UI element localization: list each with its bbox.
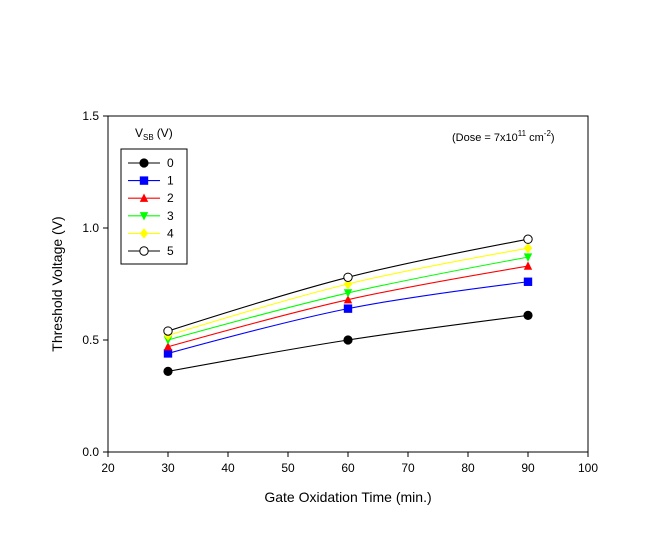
x-tick-label: 60 [341, 461, 355, 475]
dose-annotation-text3: ) [551, 132, 555, 144]
legend-label-3: 3 [167, 209, 174, 223]
y-tick-label: 1.5 [82, 109, 99, 123]
legend-marker-2 [139, 193, 149, 202]
legend-marker-4 [139, 228, 149, 239]
y-axis-label: Threshold Voltage (V) [49, 216, 65, 351]
legend-label-4: 4 [167, 226, 174, 240]
data-point-series-1 [523, 277, 533, 286]
dose-annotation-sup1: 11 [518, 129, 527, 138]
legend-marker-0 [139, 158, 149, 168]
legend-title: VSB (V) [135, 126, 173, 142]
data-point-series-3 [343, 289, 353, 298]
legend-label-5: 5 [167, 244, 174, 258]
data-point-series-0 [523, 310, 533, 320]
data-point-series-4 [523, 242, 533, 254]
legend-title-unit: (V) [157, 126, 173, 140]
data-point-series-1 [343, 304, 353, 313]
legend-box [120, 148, 188, 265]
x-tick-label: 40 [221, 461, 235, 475]
dose-annotation-text: (Dose = 7x10 [452, 132, 518, 144]
dose-annotation: (Dose = 7x1011 cm-2) [452, 129, 555, 144]
dose-annotation-text2: cm [526, 132, 544, 144]
data-point-series-0 [343, 335, 353, 345]
x-tick-label: 90 [521, 461, 535, 475]
dose-annotation-sup2: -2 [544, 129, 552, 138]
legend-marker-3 [139, 212, 149, 221]
data-point-series-0 [163, 366, 173, 376]
y-tick-label: 0.5 [82, 333, 99, 347]
y-axis-ticks: 0.0 0.5 1.0 1.5 [82, 109, 108, 459]
legend-label-2: 2 [167, 191, 174, 205]
legend: 0 1 2 3 4 5 [128, 156, 174, 258]
data-point-series-3 [523, 253, 533, 262]
data-point-series-5 [343, 272, 353, 282]
legend-marker-5 [139, 246, 149, 256]
x-tick-label: 70 [401, 461, 415, 475]
data-point-series-2 [523, 261, 533, 270]
y-tick-label: 1.0 [82, 221, 99, 235]
x-tick-label: 20 [101, 461, 115, 475]
x-tick-label: 50 [281, 461, 295, 475]
data-point-series-1 [163, 349, 173, 358]
x-axis-ticks: 20 30 40 50 60 70 80 90 100 [101, 452, 598, 475]
data-point-series-5 [163, 326, 173, 336]
legend-title-main: V [135, 126, 143, 140]
y-tick-label: 0.0 [82, 445, 99, 459]
series-layer [163, 234, 533, 376]
legend-marker-1 [139, 176, 149, 185]
x-tick-label: 80 [461, 461, 475, 475]
legend-label-1: 1 [167, 174, 174, 188]
data-point-series-2 [163, 342, 173, 351]
legend-title-sub: SB [143, 133, 154, 142]
data-point-series-5 [523, 234, 533, 244]
data-point-series-2 [343, 294, 353, 304]
legend-label-0: 0 [167, 156, 174, 170]
x-tick-label: 100 [578, 461, 598, 475]
x-axis-label: Gate Oxidation Time (min.) [264, 489, 431, 505]
x-tick-label: 30 [161, 461, 175, 475]
